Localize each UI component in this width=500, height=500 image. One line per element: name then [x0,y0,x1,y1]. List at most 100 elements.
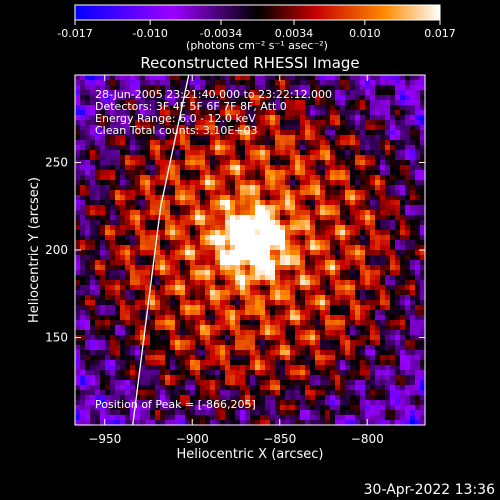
heatmap-cell [135,390,141,396]
heatmap-cell [415,240,421,246]
heatmap-cell [410,420,416,425]
heatmap-cell [235,185,241,191]
heatmap-cell [90,340,96,346]
heatmap-cell [305,320,311,326]
heatmap-cell [205,195,211,201]
heatmap-cell [420,320,425,326]
heatmap-cell [275,195,281,201]
heatmap-cell [350,160,356,166]
heatmap-cell [290,220,296,226]
heatmap-cell [240,205,246,211]
heatmap-cell [245,140,251,146]
heatmap-cell [115,165,121,171]
heatmap-cell [385,280,391,286]
heatmap-cell [240,100,246,106]
heatmap-cell [165,290,171,296]
heatmap-cell [410,225,416,231]
heatmap-cell [320,270,326,276]
heatmap-cell [415,260,421,266]
heatmap-cell [375,175,381,181]
heatmap-cell [95,210,101,216]
heatmap-cell [255,315,261,321]
heatmap-cell [325,415,331,421]
heatmap-cell [175,390,181,396]
heatmap-cell [370,230,376,236]
heatmap-cell [320,355,326,361]
heatmap-cell [375,405,381,411]
heatmap-cell [100,130,106,136]
heatmap-cell [400,255,406,261]
heatmap-cell [340,145,346,151]
heatmap-cell [280,335,286,341]
heatmap-cell [200,275,206,281]
heatmap-cell [180,175,186,181]
heatmap-cell [195,155,201,161]
heatmap-cell [365,130,371,136]
heatmap-cell [380,130,386,136]
heatmap-cell [200,300,206,306]
heatmap-cell [135,85,141,91]
heatmap-cell [130,320,136,326]
heatmap-cell [420,205,425,211]
heatmap-cell [365,105,371,111]
heatmap-cell [210,400,216,406]
heatmap-cell [100,270,106,276]
heatmap-cell [265,260,271,266]
heatmap-cell [115,115,121,121]
heatmap-cell [165,320,171,326]
heatmap-cell [270,250,276,256]
heatmap-cell [220,290,226,296]
heatmap-cell [95,115,101,121]
heatmap-cell [220,150,226,156]
heatmap-cell [255,80,261,86]
heatmap-cell [200,120,206,126]
heatmap-cell [330,170,336,176]
heatmap-cell [390,120,396,126]
heatmap-cell [155,240,161,246]
heatmap-cell [160,155,166,161]
heatmap-cell [160,395,166,401]
heatmap-cell [265,325,271,331]
heatmap-cell [180,185,186,191]
heatmap-cell [75,100,81,106]
heatmap-cell [280,180,286,186]
heatmap-cell [325,230,331,236]
heatmap-cell [320,180,326,186]
heatmap-cell [290,290,296,296]
heatmap-cell [80,405,86,411]
heatmap-cell [325,160,331,166]
heatmap-cell [85,260,91,266]
heatmap-cell [320,230,326,236]
heatmap-cell [95,270,101,276]
heatmap-cell [260,335,266,341]
heatmap-cell [345,155,351,161]
heatmap-cell [415,275,421,281]
heatmap-cell [375,335,381,341]
heatmap-cell [110,210,116,216]
heatmap-cell [75,180,81,186]
heatmap-cell [190,265,196,271]
heatmap-cell [415,370,421,376]
heatmap-cell [355,295,361,301]
heatmap-cell [280,345,286,351]
heatmap-cell [315,205,321,211]
heatmap-cell [105,210,111,216]
heatmap-cell [100,280,106,286]
heatmap-cell [140,125,146,131]
heatmap-cell [165,310,171,316]
heatmap-cell [400,145,406,151]
heatmap-cell [395,140,401,146]
heatmap-cell [375,200,381,206]
heatmap-cell [265,315,271,321]
heatmap-cell [220,170,226,176]
heatmap-cell [360,415,366,421]
heatmap-cell [395,90,401,96]
heatmap-cell [135,175,141,181]
heatmap-cell [140,260,146,266]
heatmap-cell [300,105,306,111]
heatmap-cell [185,320,191,326]
heatmap-cell [395,310,401,316]
heatmap-cell [80,130,86,136]
heatmap-cell [225,220,231,226]
heatmap-cell [135,375,141,381]
